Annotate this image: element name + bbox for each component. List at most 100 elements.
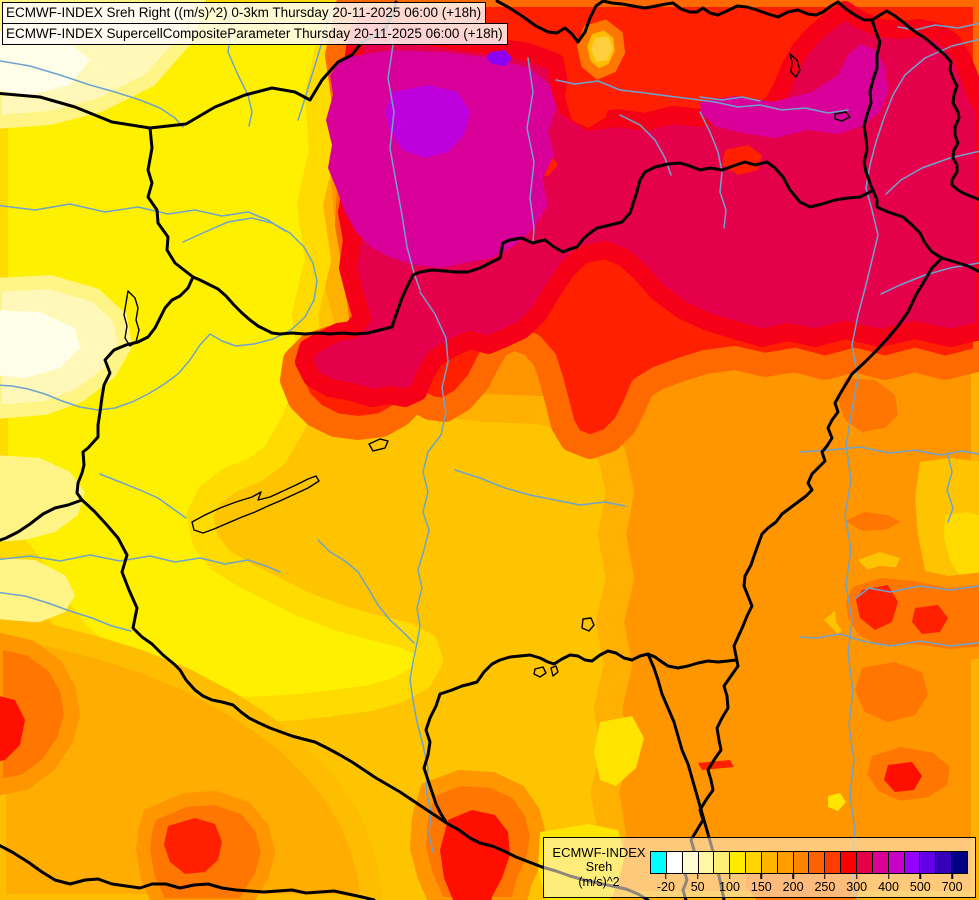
region-cream-nw xyxy=(0,30,90,95)
region-purple xyxy=(385,85,470,158)
patch-yellow-s1 xyxy=(594,716,644,786)
rivers xyxy=(0,5,979,900)
legend-swatch xyxy=(840,852,856,873)
lakes xyxy=(123,53,851,678)
legend-swatch xyxy=(665,852,682,873)
legend-unit: (m/s)^2 xyxy=(578,874,620,889)
blob-red-e1 xyxy=(856,585,898,630)
blob-dkorange-e4 xyxy=(855,662,928,722)
legend-tick-label: 400 xyxy=(878,880,899,894)
border-path-at-si xyxy=(0,498,84,542)
river-path xyxy=(387,15,421,291)
lake-sk-1 xyxy=(789,53,801,78)
blob-dkorange-e2 xyxy=(845,512,900,531)
blob-dkorange-left xyxy=(0,632,81,796)
legend-tick-label: 200 xyxy=(782,880,804,894)
region-cream-west xyxy=(0,310,80,378)
river-path xyxy=(855,585,979,599)
legend-swatch xyxy=(681,852,698,873)
border-path-hu-hr xyxy=(80,498,650,900)
legend-tick-label: -20 xyxy=(656,880,675,894)
legend-tick xyxy=(728,874,731,879)
legend-swatch xyxy=(871,852,888,873)
river-path xyxy=(885,150,979,195)
border-path-at-hu xyxy=(75,275,195,502)
legend-swatch xyxy=(697,852,714,873)
region-magenta-main xyxy=(326,50,556,268)
legend-tick xyxy=(665,874,667,879)
island-red-2 xyxy=(565,68,612,128)
blob-dkorange-e1 xyxy=(838,378,898,432)
legend-tick xyxy=(696,874,699,879)
legend-parameter: Sreh xyxy=(585,860,613,875)
region-pale-sw1 xyxy=(0,455,85,542)
legend-swatch xyxy=(808,852,825,873)
legend-tick xyxy=(887,874,890,879)
legend-swatch xyxy=(745,852,761,873)
legend-tick-label: 50 xyxy=(690,880,705,894)
spot-gold-north xyxy=(591,36,613,62)
region-ltorange-sw xyxy=(0,619,383,900)
legend: ECMWF-INDEX Sreh (m/s)^2 -20 50 100 150 200 2… xyxy=(543,837,976,898)
river-path xyxy=(0,217,318,411)
legend-swatch xyxy=(855,852,872,873)
legend-swatch xyxy=(951,852,967,873)
legend-tick-label: 100 xyxy=(719,880,740,894)
legend-bar-wrap: -20 50 100 150 200 250 300 400 500 700 xyxy=(650,851,968,894)
river-path xyxy=(0,60,184,128)
river-path xyxy=(409,291,449,853)
region-pale-sw2 xyxy=(0,558,75,625)
legend-swatch xyxy=(713,852,730,873)
blob-red-e3 xyxy=(884,762,922,792)
river-path xyxy=(799,446,979,456)
river-path xyxy=(317,539,415,644)
region-gold-e xyxy=(944,512,979,584)
border-path-sk-hu xyxy=(146,126,979,336)
river-path xyxy=(699,96,761,102)
legend-ticks: -20 50 100 150 200 250 300 400 500 700 xyxy=(650,874,968,900)
legend-tick-label: 300 xyxy=(846,880,868,894)
river-path xyxy=(699,111,727,229)
blob-red-dash xyxy=(698,760,734,770)
legend-swatch xyxy=(792,852,809,873)
legend-bar xyxy=(650,851,968,874)
lake-neusiedl xyxy=(123,290,140,347)
legend-swatch xyxy=(729,852,746,873)
legend-product: ECMWF-INDEX xyxy=(552,844,646,860)
title-line-1: ECMWF-INDEX Sreh Right ((m/s)^2) 0-3km T… xyxy=(2,2,487,24)
legend-tick xyxy=(855,874,858,879)
legend-tick xyxy=(824,874,826,879)
legend-tick xyxy=(919,874,922,879)
river-path xyxy=(526,57,535,244)
border-path-hr-rs xyxy=(422,692,448,824)
patch-yellow-se xyxy=(828,793,846,811)
river-path xyxy=(0,554,281,573)
river-path xyxy=(454,469,626,507)
legend-swatch xyxy=(760,852,777,873)
title-line-2: ECMWF-INDEX SupercellCompositeParameter … xyxy=(2,23,508,45)
river-path xyxy=(0,591,132,632)
border-path-sk-ua xyxy=(862,18,882,192)
legend-tick-label: 250 xyxy=(814,880,836,894)
river-path xyxy=(0,203,286,232)
legend-swatch xyxy=(776,852,793,873)
lake-small-3 xyxy=(550,665,559,677)
region-magenta-island xyxy=(461,165,494,188)
blob-red-s2 xyxy=(440,810,510,900)
legend-swatch xyxy=(651,852,666,873)
river-path xyxy=(555,79,849,114)
region-violet-spot xyxy=(486,50,512,66)
legend-swatch xyxy=(903,852,920,873)
legend-tick xyxy=(792,874,794,879)
border-path-hu-ro xyxy=(681,256,944,900)
legend-swatch xyxy=(887,852,904,873)
legend-tick-label: 150 xyxy=(750,880,772,894)
legend-swatch xyxy=(919,852,936,873)
legend-swatch xyxy=(824,852,841,873)
river-path xyxy=(799,633,979,647)
border-path-pl-sk xyxy=(495,0,840,44)
blob-red-s1 xyxy=(164,818,222,874)
legend-swatch xyxy=(935,852,952,873)
region-magenta-ne xyxy=(700,44,888,138)
